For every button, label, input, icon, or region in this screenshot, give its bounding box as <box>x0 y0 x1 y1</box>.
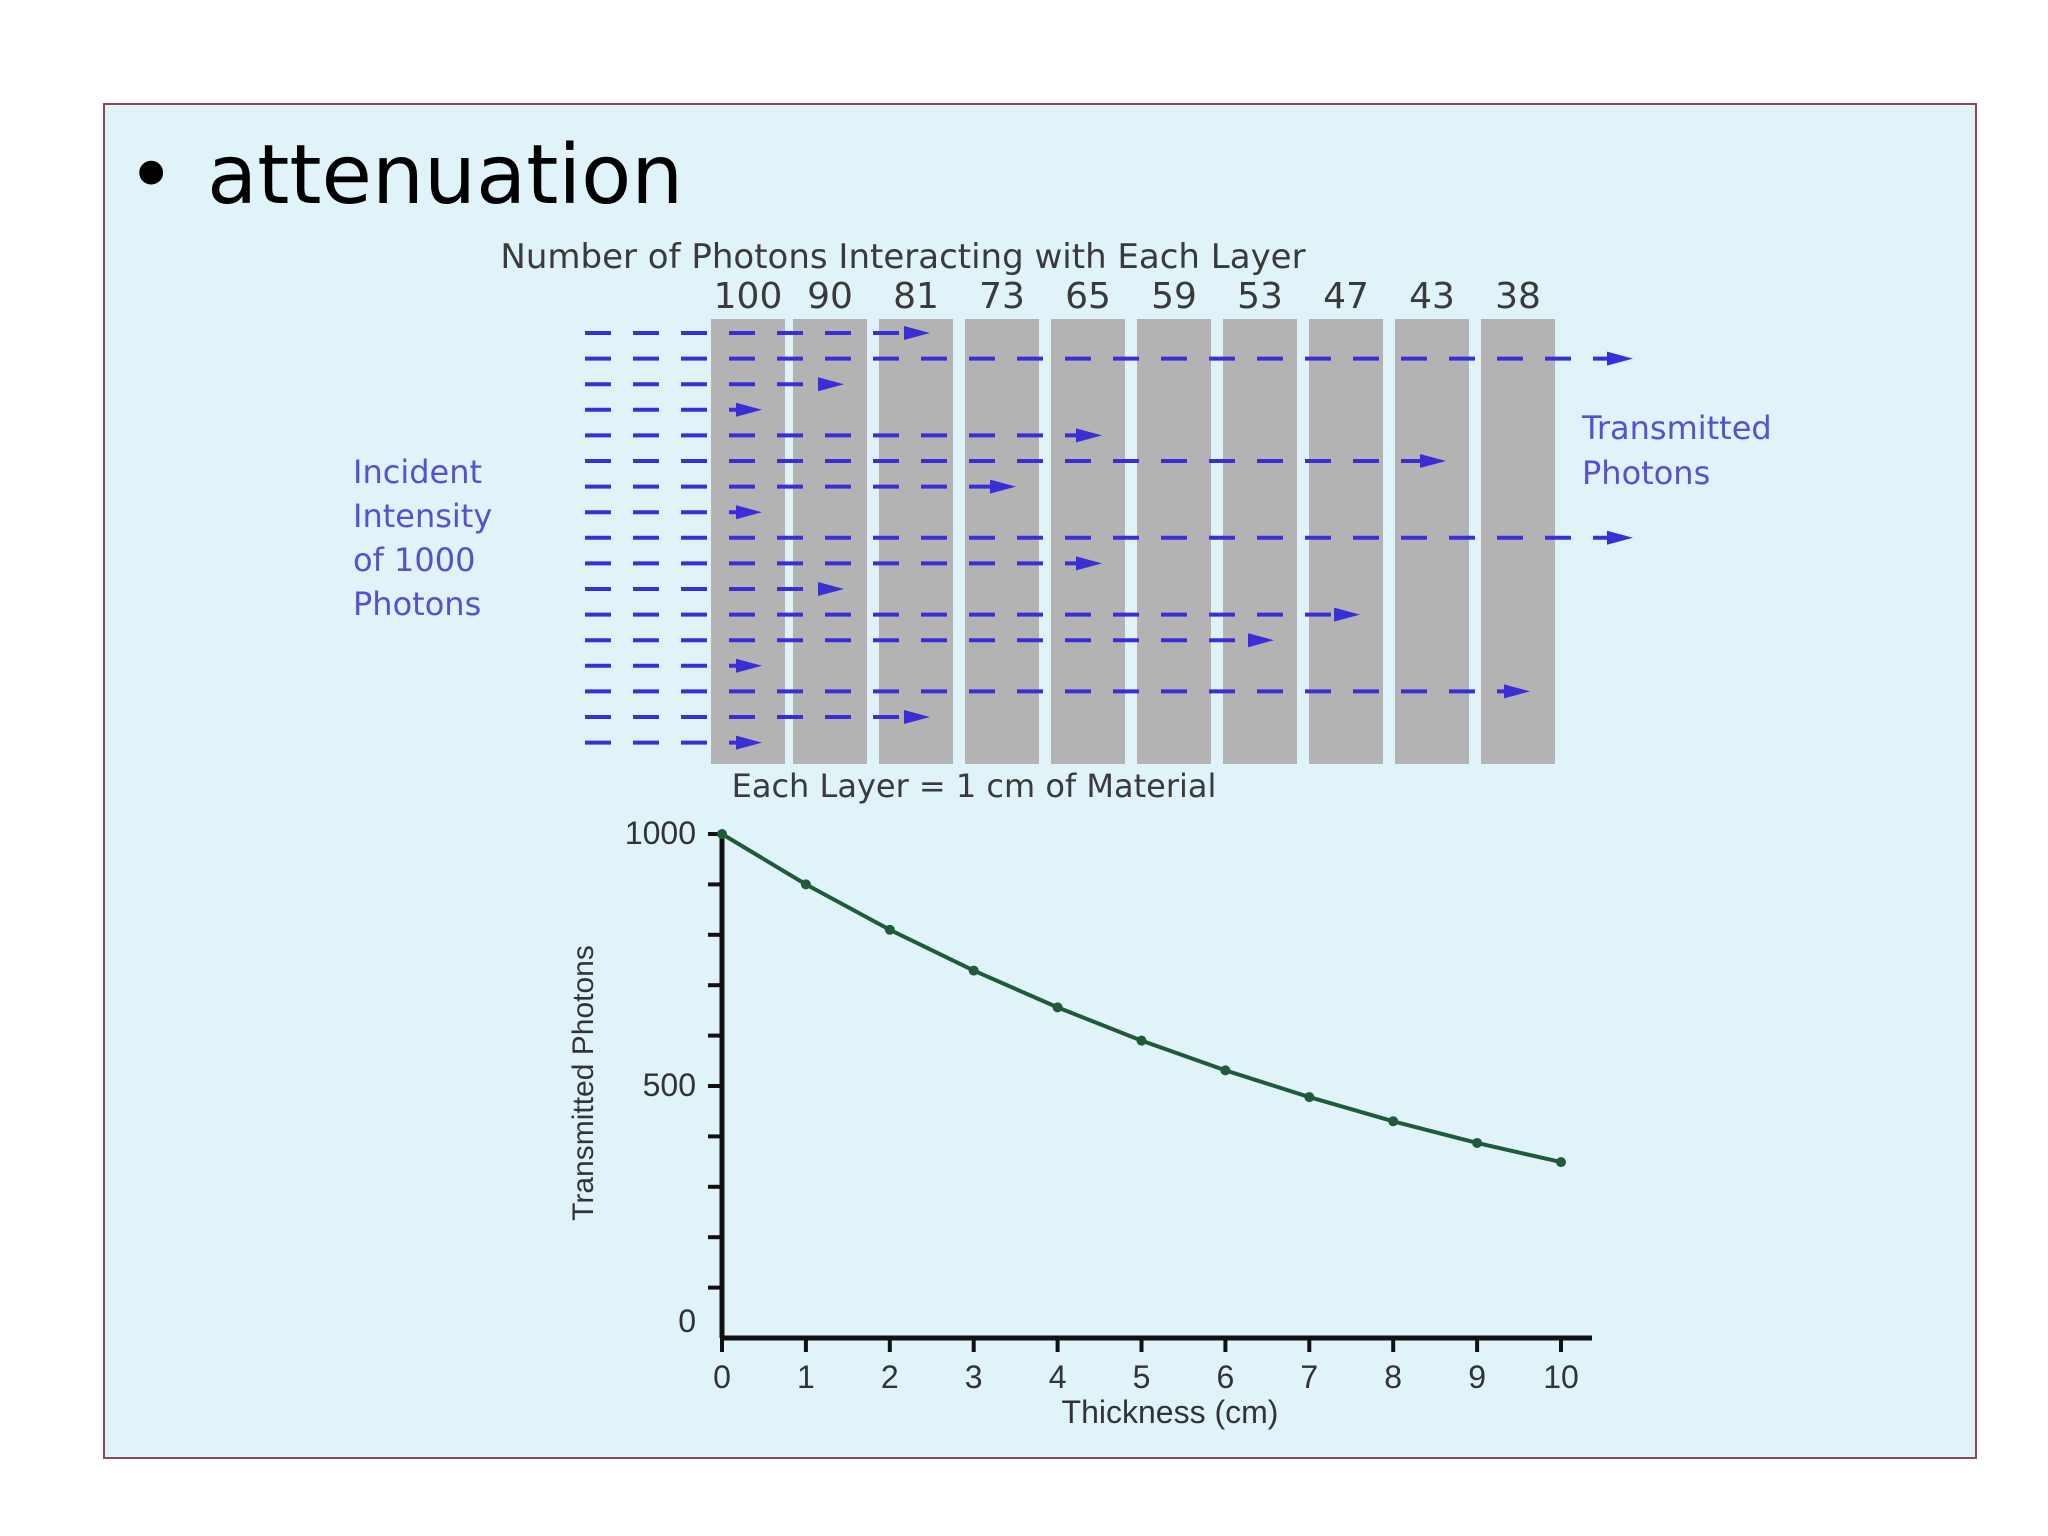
layer-count-10: 38 <box>1495 276 1541 317</box>
photon-arrow-5 <box>585 428 1102 443</box>
material-layer-5 <box>1051 319 1125 764</box>
y-tick-label-500: 500 <box>643 1067 696 1103</box>
y-axis-label: Transmitted Photons <box>567 945 600 1221</box>
layer-count-5: 65 <box>1065 276 1111 317</box>
layer-count-6: 59 <box>1151 276 1197 317</box>
transmission-series-line <box>720 832 1562 1165</box>
layer-count-labels: 100 90 81 73 65 59 53 47 43 38 <box>714 276 1541 317</box>
data-point-10 <box>1556 1157 1566 1168</box>
x-axis-label: Thickness (cm) <box>1062 1394 1279 1430</box>
data-point-2 <box>884 924 895 935</box>
data-point-7 <box>1304 1092 1315 1103</box>
photon-layer-diagram: Number of Photons Interacting with Each … <box>353 237 1772 805</box>
data-point-0 <box>717 829 727 839</box>
bullet-marker: • <box>127 128 176 223</box>
transmission-data-points <box>717 829 1566 1168</box>
photon-arrows <box>585 326 1633 750</box>
transmission-chart: 0 500 1000 0 1 2 3 4 5 6 7 8 9 10 Transmitted Photon… <box>567 815 1592 1430</box>
incident-label-line-2: Intensity <box>353 497 492 535</box>
material-layer-8 <box>1309 319 1383 764</box>
photon-arrow-14 <box>585 658 762 673</box>
incident-label-line-1: Incident <box>353 453 482 491</box>
material-layer-6 <box>1137 319 1211 764</box>
x-tick-label-9: 9 <box>1468 1359 1486 1395</box>
layer-count-3: 81 <box>893 276 939 317</box>
photon-arrow-7 <box>585 479 1016 494</box>
material-layer-7 <box>1223 319 1297 764</box>
photon-arrow-2 <box>585 351 1633 366</box>
photon-arrow-9 <box>585 530 1633 545</box>
layer-count-9: 43 <box>1409 276 1455 317</box>
transmitted-label-line-2: Photons <box>1582 454 1710 492</box>
data-point-8 <box>1388 1116 1399 1127</box>
photon-arrow-8 <box>585 505 762 520</box>
photon-arrow-10 <box>585 556 1102 571</box>
data-point-5 <box>1136 1035 1147 1046</box>
data-point-3 <box>968 965 979 976</box>
photon-arrow-17 <box>585 735 762 750</box>
material-layer-10 <box>1481 319 1555 764</box>
layer-count-1: 100 <box>714 276 783 317</box>
x-tick-label-7: 7 <box>1300 1359 1318 1395</box>
x-axis-ticks: 0 1 2 3 4 5 6 7 8 9 10 <box>713 1338 1579 1395</box>
photon-arrow-13 <box>585 633 1274 648</box>
x-tick-label-3: 3 <box>965 1359 983 1395</box>
slide-frame: • attenuation Number of Photons Interacti… <box>103 103 1977 1459</box>
transmitted-label: Transmitted Photons <box>1581 409 1772 492</box>
data-point-6 <box>1220 1065 1231 1076</box>
x-tick-label-8: 8 <box>1384 1359 1402 1395</box>
photon-arrow-11 <box>585 582 844 596</box>
x-tick-label-10: 10 <box>1543 1359 1579 1395</box>
incident-label: Incident Intensity of 1000 Photons <box>353 453 492 623</box>
data-point-9 <box>1472 1137 1483 1148</box>
y-axis-ticks: 0 500 1000 <box>625 815 722 1339</box>
photon-arrow-15 <box>585 684 1530 699</box>
y-tick-label-1000: 1000 <box>625 815 696 851</box>
slide-title: attenuation <box>207 128 684 223</box>
layer-count-7: 53 <box>1237 276 1283 317</box>
material-layer-9 <box>1395 319 1469 764</box>
material-layer-3 <box>879 319 953 764</box>
y-tick-label-0: 0 <box>678 1303 696 1339</box>
layer-count-8: 47 <box>1323 276 1369 317</box>
x-tick-label-5: 5 <box>1133 1359 1151 1395</box>
transmitted-label-line-1: Transmitted <box>1581 409 1772 447</box>
incident-label-line-3: of 1000 <box>353 541 475 579</box>
x-tick-label-1: 1 <box>797 1359 815 1395</box>
x-tick-label-2: 2 <box>881 1359 899 1395</box>
layer-caption: Each Layer = 1 cm of Material <box>732 767 1217 805</box>
photon-arrow-16 <box>585 710 930 724</box>
attenuation-figure: Number of Photons Interacting with Each … <box>353 237 1772 1430</box>
x-tick-label-4: 4 <box>1049 1359 1067 1395</box>
x-tick-label-6: 6 <box>1217 1359 1235 1395</box>
layer-count-4: 73 <box>979 276 1025 317</box>
data-point-1 <box>800 879 811 890</box>
x-tick-label-0: 0 <box>713 1359 731 1395</box>
layer-count-2: 90 <box>807 276 853 317</box>
incident-label-line-4: Photons <box>353 585 481 623</box>
material-layer-4 <box>965 319 1039 764</box>
diagram-header: Number of Photons Interacting with Each … <box>500 237 1305 277</box>
data-point-4 <box>1052 1002 1063 1013</box>
photon-arrow-6 <box>585 454 1446 468</box>
photon-arrow-4 <box>585 402 762 417</box>
slide-title-line: • attenuation <box>127 127 683 225</box>
photon-arrow-1 <box>585 326 930 340</box>
photon-arrow-3 <box>585 377 844 392</box>
photon-arrow-12 <box>585 607 1360 622</box>
